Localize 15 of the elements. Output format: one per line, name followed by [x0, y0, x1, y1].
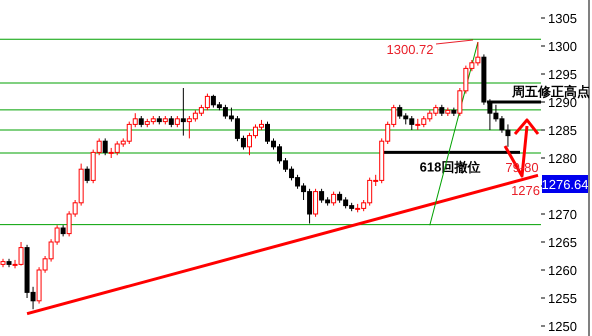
annotation: 1300.72: [386, 42, 434, 57]
price-tag: 1276.64: [542, 175, 588, 193]
annotation: 1276: [511, 183, 540, 198]
y-tick-label: 1250: [548, 319, 577, 334]
y-tick-label: 1260: [548, 263, 577, 278]
y-tick-label: 1270: [548, 207, 577, 222]
annotation: 1300.72: [386, 40, 474, 57]
y-tick-label: 1295: [548, 67, 577, 82]
y-tick-label: 1280: [548, 151, 577, 166]
ref-line-label: 周五修正高点: [511, 84, 590, 99]
y-tick-label: 1255: [548, 291, 577, 306]
y-tick-label: 1300: [548, 39, 577, 54]
y-tick-label: 1285: [548, 123, 577, 138]
y-tick-label: 1305: [548, 11, 577, 26]
y-tick-label: 1265: [548, 235, 577, 250]
